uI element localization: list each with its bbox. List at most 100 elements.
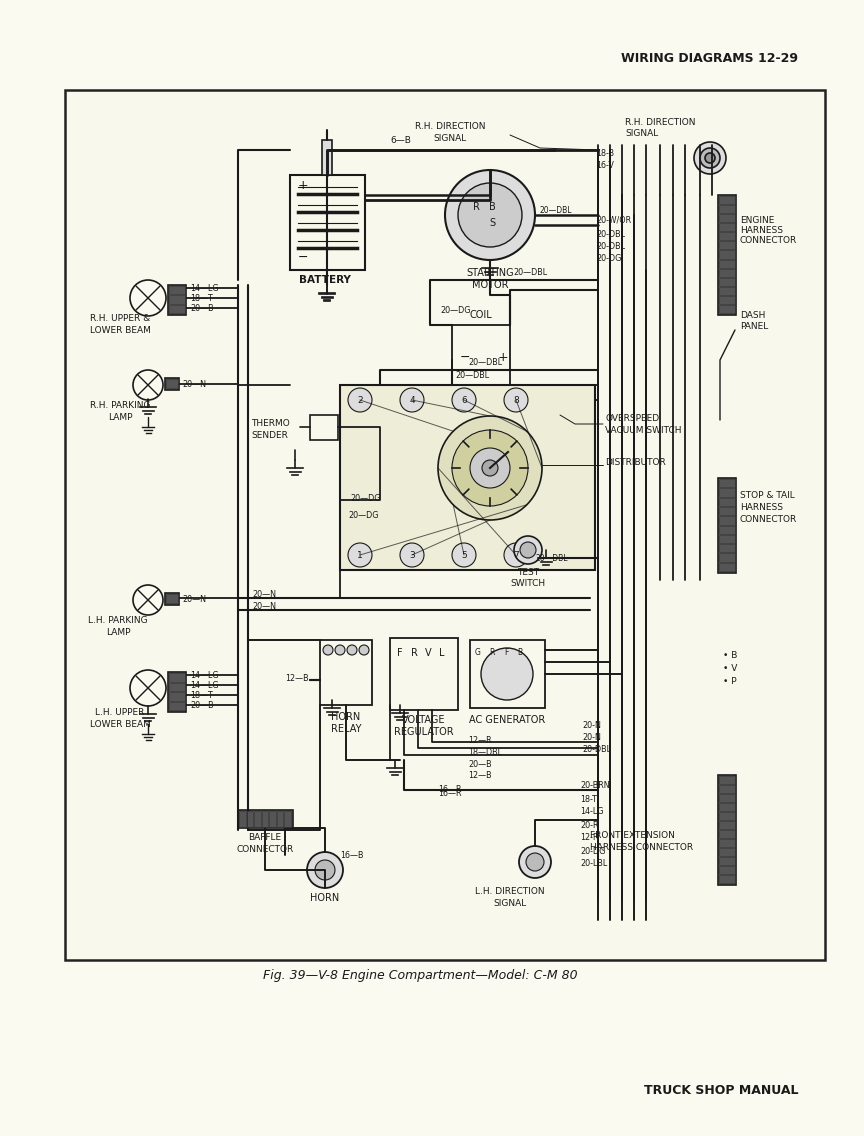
Text: LOWER BEAM: LOWER BEAM (90, 719, 150, 728)
Text: 20—B: 20—B (190, 303, 213, 312)
Bar (719, 268, 735, 277)
Text: 20—B: 20—B (190, 701, 213, 710)
Text: 20—N: 20—N (182, 379, 206, 389)
Text: SENDER: SENDER (251, 431, 289, 440)
Circle shape (359, 645, 369, 655)
Text: OVERSPEED: OVERSPEED (605, 414, 659, 423)
Circle shape (348, 543, 372, 567)
Bar (390, 638, 458, 710)
Bar (719, 277, 735, 286)
Text: R.H. DIRECTION: R.H. DIRECTION (625, 117, 696, 126)
Text: RELAY: RELAY (331, 724, 361, 734)
Text: 7: 7 (513, 551, 519, 560)
Bar (719, 232, 735, 241)
Circle shape (514, 536, 542, 563)
Text: CONNECTOR: CONNECTOR (740, 235, 797, 244)
Text: Fig. 39—V-8 Engine Compartment—Model: C-M 80: Fig. 39—V-8 Engine Compartment—Model: C-… (263, 969, 577, 982)
Text: DASH: DASH (740, 310, 766, 319)
Text: PANEL: PANEL (740, 321, 768, 331)
Bar (166, 594, 178, 603)
Text: TRUCK SHOP MANUAL: TRUCK SHOP MANUAL (644, 1084, 798, 1096)
Bar (719, 224, 735, 232)
Text: 8: 8 (513, 395, 519, 404)
Text: STARTING: STARTING (467, 268, 514, 278)
Bar (719, 785, 735, 793)
Text: DISTRIBUTOR: DISTRIBUTOR (605, 458, 666, 467)
Text: 12—R: 12—R (468, 735, 492, 744)
Bar (169, 702, 185, 710)
Text: 20—DBL: 20—DBL (468, 358, 502, 367)
Bar (719, 526, 735, 534)
Text: 1: 1 (357, 551, 363, 560)
Text: 20-LBL: 20-LBL (580, 860, 607, 869)
Circle shape (438, 416, 542, 520)
Text: 20—DG: 20—DG (440, 306, 471, 315)
Bar (169, 304, 185, 314)
Text: THERMO: THERMO (251, 418, 289, 427)
Circle shape (519, 846, 551, 878)
Circle shape (445, 170, 535, 260)
Bar (719, 215, 735, 223)
Text: 14—LG: 14—LG (190, 680, 219, 690)
Text: 20—DG: 20—DG (348, 510, 378, 519)
Text: 20—DG: 20—DG (350, 493, 380, 502)
Text: 12-R: 12-R (580, 834, 599, 843)
Bar (719, 830, 735, 838)
Text: HARNESS: HARNESS (740, 226, 783, 234)
Circle shape (504, 543, 528, 567)
Bar (166, 379, 178, 389)
Text: G: G (475, 648, 481, 657)
Text: HARNESS: HARNESS (740, 502, 783, 511)
Bar (290, 175, 365, 270)
Text: +: + (298, 178, 308, 192)
Text: 20—N: 20—N (252, 601, 276, 610)
Text: LOWER BEAM: LOWER BEAM (90, 326, 150, 334)
Circle shape (335, 645, 345, 655)
Bar (165, 593, 179, 605)
Circle shape (526, 853, 544, 871)
Text: SIGNAL: SIGNAL (434, 134, 467, 142)
Text: 20—B: 20—B (468, 760, 492, 768)
Bar (254, 811, 261, 827)
Text: 20—DBL: 20—DBL (455, 370, 489, 379)
Text: +: + (498, 351, 509, 364)
Bar (322, 140, 332, 175)
Text: 6—B: 6—B (390, 135, 411, 144)
Bar (276, 811, 283, 827)
Bar (165, 378, 179, 390)
Circle shape (694, 142, 726, 174)
Circle shape (452, 543, 476, 567)
Bar (719, 479, 735, 487)
Text: 18—T: 18—T (190, 293, 213, 302)
Text: 20-DG: 20-DG (580, 846, 606, 855)
Bar (284, 811, 291, 827)
Bar (246, 811, 253, 827)
Bar (719, 776, 735, 784)
Text: HORN: HORN (332, 712, 360, 722)
Text: REGULATOR: REGULATOR (394, 727, 454, 737)
Text: 3: 3 (410, 551, 415, 560)
Bar (238, 810, 293, 828)
Circle shape (400, 543, 424, 567)
Circle shape (470, 448, 510, 488)
Bar (719, 295, 735, 304)
Text: HARNESS CONNECTOR: HARNESS CONNECTOR (590, 843, 693, 852)
Circle shape (705, 153, 715, 162)
Text: V: V (425, 648, 431, 658)
Bar (169, 286, 185, 294)
Bar (169, 673, 185, 682)
Text: 14-LG: 14-LG (580, 808, 603, 817)
Text: 4: 4 (410, 395, 415, 404)
Bar (719, 562, 735, 571)
Text: 6: 6 (461, 395, 467, 404)
Text: F: F (504, 648, 508, 657)
Bar (719, 857, 735, 864)
Bar (719, 803, 735, 811)
Text: LAMP: LAMP (108, 412, 132, 421)
Text: −: − (460, 351, 471, 364)
Text: 18-B: 18-B (596, 149, 614, 158)
Bar (168, 285, 186, 315)
Bar (719, 866, 735, 874)
Bar (169, 295, 185, 303)
Circle shape (130, 279, 166, 316)
